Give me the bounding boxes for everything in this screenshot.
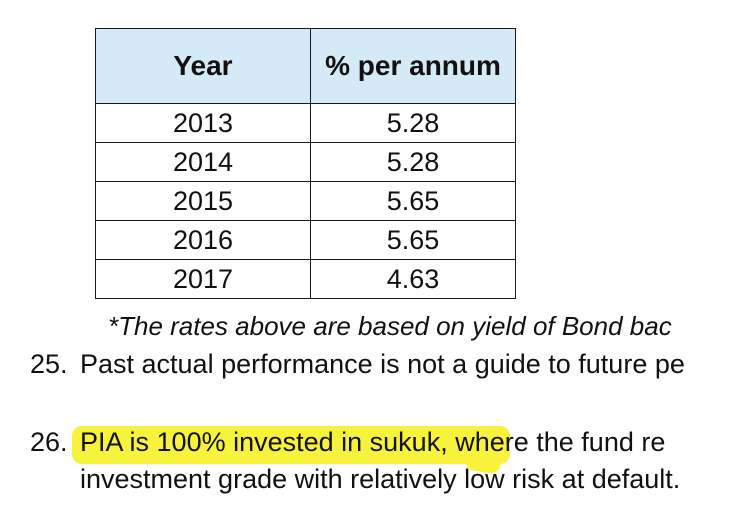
cell-year: 2013 (95, 103, 311, 143)
cell-year: 2016 (95, 220, 311, 260)
cell-rate: 5.28 (310, 103, 516, 143)
cell-rate: 5.28 (310, 142, 516, 182)
header-year: Year (95, 28, 311, 104)
cell-rate: 5.65 (310, 181, 516, 221)
paragraph-text-line2: investment grade with relatively low ris… (80, 464, 681, 494)
cell-rate: 5.65 (310, 220, 516, 260)
cell-year: 2014 (95, 142, 311, 182)
table-row: 2016 5.65 (95, 220, 516, 260)
highlighter-mark (72, 426, 510, 464)
table-row: 2015 5.65 (95, 181, 516, 221)
rates-table: Year % per annum 2013 5.28 2014 5.28 201… (95, 28, 516, 299)
table-row: 2013 5.28 (95, 103, 516, 143)
paragraph-text-line1: PIA is 100% invested in sukuk, where the… (80, 427, 665, 458)
highlighted-text: PIA is 100% invested in sukuk, (80, 427, 448, 457)
table-row: 2014 5.28 (95, 142, 516, 182)
table-footnote: *The rates above are based on yield of B… (108, 311, 672, 341)
header-rate: % per annum (310, 28, 516, 104)
cell-year: 2017 (95, 259, 311, 299)
cell-rate: 4.63 (310, 259, 516, 299)
paragraph-text-rest: where the fund re (447, 427, 666, 457)
table-header-row: Year % per annum (95, 28, 516, 104)
paragraph-text: Past actual performance is not a guide t… (80, 349, 685, 379)
cell-year: 2015 (95, 181, 311, 221)
paragraph-number: 26. (30, 427, 68, 457)
paragraph-number: 25. (30, 349, 68, 379)
table-row: 2017 4.63 (95, 259, 516, 299)
